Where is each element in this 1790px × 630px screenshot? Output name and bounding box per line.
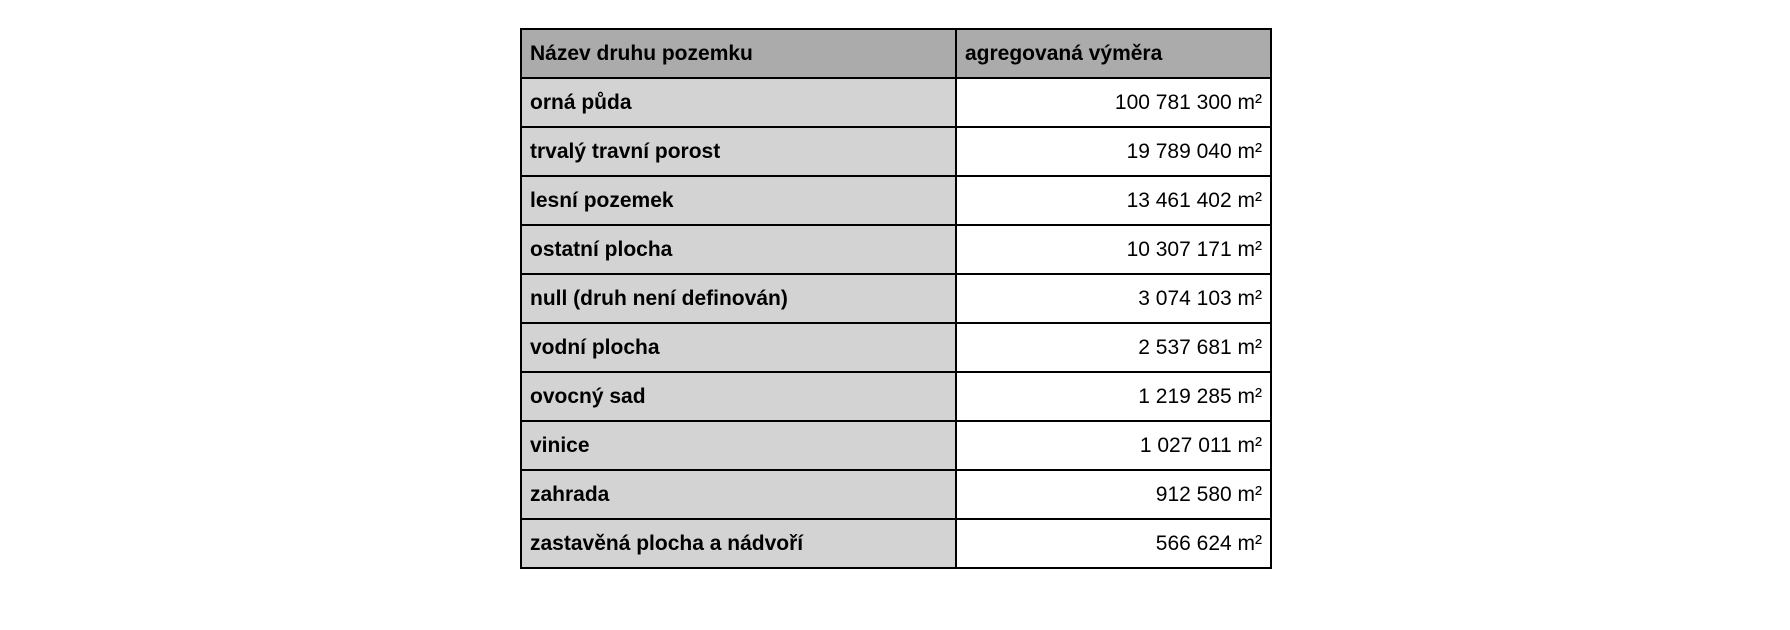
table-row: zastavěná plocha a nádvoří 566 624 m² [520, 518, 1272, 569]
land-type-cell: zastavěná plocha a nádvoří [520, 518, 957, 569]
table-row: trvalý travní porost 19 789 040 m² [520, 126, 1272, 177]
area-value-cell: 3 074 103 m² [955, 273, 1272, 324]
area-value-cell: 1 027 011 m² [955, 420, 1272, 471]
area-value-cell: 19 789 040 m² [955, 126, 1272, 177]
area-value-cell: 100 781 300 m² [955, 77, 1272, 128]
header-row: Název druhu pozemku agregovaná výměra [520, 28, 1272, 79]
table-row: ovocný sad 1 219 285 m² [520, 371, 1272, 422]
column-header-area: agregovaná výměra [955, 28, 1272, 79]
table-row: zahrada 912 580 m² [520, 469, 1272, 520]
column-header-land-type: Název druhu pozemku [520, 28, 957, 79]
area-value-cell: 1 219 285 m² [955, 371, 1272, 422]
land-type-cell: vinice [520, 420, 957, 471]
area-value-cell: 2 537 681 m² [955, 322, 1272, 373]
table-row: lesní pozemek 13 461 402 m² [520, 175, 1272, 226]
land-type-cell: lesní pozemek [520, 175, 957, 226]
table-row: null (druh není definován) 3 074 103 m² [520, 273, 1272, 324]
area-value-cell: 10 307 171 m² [955, 224, 1272, 275]
area-value-cell: 13 461 402 m² [955, 175, 1272, 226]
area-value-cell: 566 624 m² [955, 518, 1272, 569]
land-type-cell: zahrada [520, 469, 957, 520]
land-type-cell: ovocný sad [520, 371, 957, 422]
area-value-cell: 912 580 m² [955, 469, 1272, 520]
table-row: ostatní plocha 10 307 171 m² [520, 224, 1272, 275]
land-type-cell: ostatní plocha [520, 224, 957, 275]
land-type-cell: orná půda [520, 77, 957, 128]
table-row: orná půda 100 781 300 m² [520, 77, 1272, 128]
table-row: vinice 1 027 011 m² [520, 420, 1272, 471]
land-type-cell: vodní plocha [520, 322, 957, 373]
table-row: vodní plocha 2 537 681 m² [520, 322, 1272, 373]
land-type-cell: null (druh není definován) [520, 273, 957, 324]
land-type-cell: trvalý travní porost [520, 126, 957, 177]
land-area-table: Název druhu pozemku agregovaná výměra or… [520, 28, 1272, 569]
